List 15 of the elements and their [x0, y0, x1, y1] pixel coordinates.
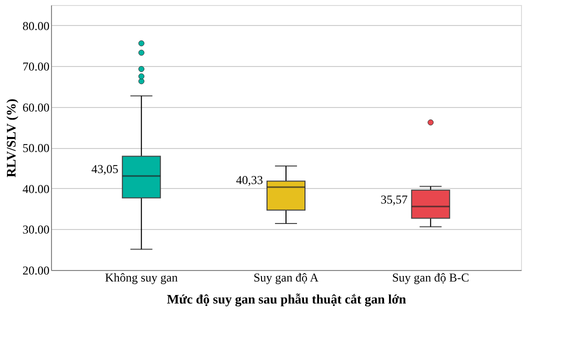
y-tick-label: 40.00: [22, 182, 50, 196]
y-tick-label: 60.00: [22, 100, 50, 114]
annotation: 40,33: [236, 173, 263, 188]
x-tick-label: Suy gan độ B-C: [392, 270, 470, 284]
y-tick-label: 80.00: [22, 18, 50, 33]
y-tick-label: 30.00: [22, 222, 50, 237]
y-tick-label: 50.00: [22, 141, 50, 156]
annotation: 43,05: [91, 162, 118, 176]
x-tick-label: Suy gan độ A: [253, 270, 319, 284]
y-tick-label: 70.00: [22, 60, 50, 74]
annotation: 35,57: [380, 192, 408, 207]
y-tick-label: 20.00: [22, 264, 50, 278]
x-axis-title: Mức độ suy gan sau phẫu thuật cắt gan lớn: [166, 292, 407, 306]
x-tick-label: Không suy gan: [105, 270, 178, 284]
y-axis-title: RLV/SLV (%): [4, 98, 18, 178]
